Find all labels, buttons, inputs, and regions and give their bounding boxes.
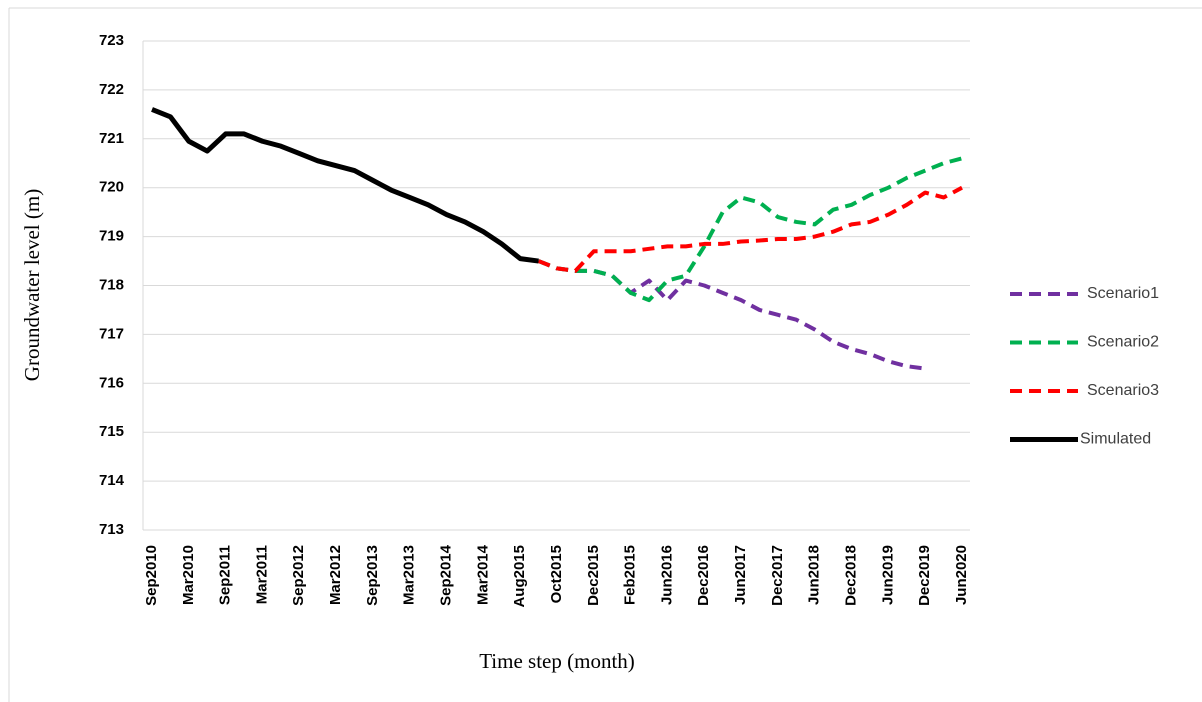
x-tick-label: Sep2013	[364, 545, 381, 606]
x-tick-label: Mar2010	[180, 545, 197, 605]
x-tick-label: Mar2014	[474, 544, 491, 605]
x-tick-label: Mar2013	[401, 545, 418, 605]
x-tick-label: Jun2018	[806, 545, 823, 605]
legend-label: Scenario1	[1087, 285, 1159, 302]
y-tick-label: 720	[99, 179, 124, 196]
y-tick-label: 723	[99, 32, 124, 49]
x-tick-label: Sep2014	[438, 544, 455, 606]
x-tick-label: Dec2017	[769, 545, 786, 606]
x-tick-label: Jun2019	[879, 545, 896, 605]
x-tick-label: Oct2015	[548, 545, 565, 603]
legend-label: Scenario3	[1087, 382, 1159, 399]
x-tick-label: Jun2016	[658, 545, 675, 605]
x-tick-label: Dec2019	[916, 545, 933, 606]
legend-label: Simulated	[1080, 431, 1151, 448]
x-tick-label: Aug2015	[511, 545, 528, 608]
x-tick-label: Dec2015	[585, 545, 602, 606]
y-tick-label: 721	[99, 130, 124, 147]
y-tick-label: 713	[99, 521, 124, 538]
series-line	[151, 107, 539, 264]
y-tick-label: 722	[99, 81, 124, 98]
y-tick-label: 719	[99, 228, 124, 245]
x-tick-label: Sep2012	[290, 545, 307, 606]
x-tick-label: Dec2016	[695, 545, 712, 606]
y-tick-label: 718	[99, 276, 124, 293]
x-tick-label: Mar2011	[253, 545, 270, 604]
y-tick-label: 714	[99, 472, 125, 489]
y-tick-label: 717	[99, 325, 124, 342]
x-tick-label: Sep2011	[217, 545, 234, 605]
x-tick-label: Dec2018	[843, 545, 860, 606]
series-line	[537, 259, 926, 371]
x-tick-label: Feb2015	[622, 545, 639, 605]
series-line	[537, 185, 963, 273]
y-axis-title: Groundwater level (m)	[20, 189, 44, 381]
y-tick-label: 715	[99, 423, 124, 440]
x-tick-label: Jun2020	[953, 545, 970, 605]
x-axis-title: Time step (month)	[479, 649, 635, 673]
y-tick-label: 716	[99, 374, 124, 391]
series-line	[537, 156, 963, 303]
legend-label: Scenario2	[1087, 334, 1159, 351]
x-tick-label: Sep2010	[143, 545, 160, 606]
x-tick-label: Mar2012	[327, 545, 344, 605]
x-tick-label: Jun2017	[732, 545, 749, 605]
